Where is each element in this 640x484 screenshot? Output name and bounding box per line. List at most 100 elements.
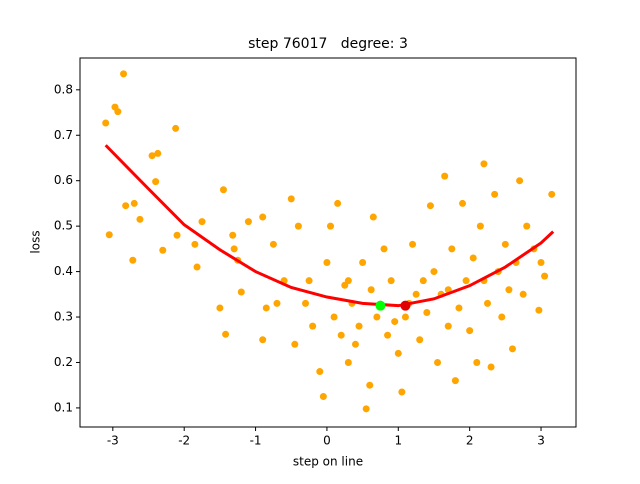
scatter-point <box>334 199 342 207</box>
x-tick-label: 2 <box>466 434 474 448</box>
scatter-point <box>114 108 122 116</box>
scatter-point <box>136 215 144 223</box>
y-tick-label: 0.1 <box>54 400 73 414</box>
scatter-point <box>476 222 484 230</box>
scatter-point <box>498 313 506 321</box>
scatter-point <box>412 290 420 298</box>
scatter-point <box>441 172 449 180</box>
scatter-point <box>337 331 345 339</box>
scatter-point <box>323 258 331 266</box>
scatter-point <box>380 245 388 253</box>
scatter-point <box>384 331 392 339</box>
y-tick-label: 0.6 <box>54 173 73 187</box>
scatter-point <box>455 304 463 312</box>
scatter-point <box>419 277 427 285</box>
scatter-point <box>519 290 527 298</box>
scatter-point <box>262 304 270 312</box>
scatter-point <box>473 358 481 366</box>
x-tick-label: 0 <box>323 434 331 448</box>
scatter-point <box>173 231 181 239</box>
scatter-point <box>369 213 377 221</box>
scatter-point <box>373 313 381 321</box>
scatter-point <box>394 349 402 357</box>
scatter-point <box>537 258 545 266</box>
scatter-point <box>316 368 324 376</box>
scatter-point <box>480 160 488 168</box>
scatter-point <box>359 258 367 266</box>
scatter-point <box>294 222 302 230</box>
highlight-point <box>375 300 386 311</box>
scatter-point <box>287 195 295 203</box>
scatter-point <box>444 322 452 330</box>
x-axis-label: step on line <box>293 455 363 469</box>
y-tick-label: 0.5 <box>54 219 73 233</box>
scatter-point <box>122 202 130 210</box>
scatter-point <box>466 327 474 335</box>
scatter-point <box>152 178 160 186</box>
scatter-point <box>269 240 277 248</box>
x-tick-label: 1 <box>394 434 402 448</box>
scatter-point <box>129 256 137 264</box>
scatter-point <box>516 177 524 185</box>
scatter-point <box>105 231 113 239</box>
scatter-point <box>548 190 556 198</box>
scatter-point <box>237 288 245 296</box>
scatter-point <box>398 388 406 396</box>
scatter-point <box>130 199 138 207</box>
scatter-point <box>484 299 492 307</box>
scatter-point <box>430 268 438 276</box>
y-tick-label: 0.2 <box>54 355 73 369</box>
scatter-point <box>387 277 395 285</box>
y-tick-label: 0.4 <box>54 264 73 278</box>
scatter-point <box>344 358 352 366</box>
scatter-point <box>355 322 363 330</box>
scatter-point <box>366 381 374 389</box>
scatter-point <box>462 277 470 285</box>
scatter-point <box>198 218 206 226</box>
scatter-point <box>222 330 230 338</box>
chart-title: step 76017 degree: 3 <box>248 36 408 52</box>
scatter-point <box>319 393 327 401</box>
scatter-point <box>423 308 431 316</box>
scatter-point <box>326 222 334 230</box>
y-tick-label: 0.3 <box>54 310 73 324</box>
scatter-point <box>535 306 543 314</box>
scatter-point <box>487 363 495 371</box>
y-tick-label: 0.8 <box>54 82 73 96</box>
scatter-point <box>159 246 167 254</box>
scatter-point <box>459 199 467 207</box>
scatter-point <box>259 213 267 221</box>
scatter-point <box>302 299 310 307</box>
scatter-point <box>451 377 459 385</box>
scatter-point <box>362 405 370 413</box>
scatter-point <box>191 240 199 248</box>
scatter-point <box>154 149 162 157</box>
x-tick-label: -2 <box>178 434 190 448</box>
highlight-point <box>400 300 411 311</box>
scatter-point <box>259 336 267 344</box>
x-tick-label: -3 <box>107 434 119 448</box>
scatter-point <box>523 222 531 230</box>
scatter-point <box>230 245 238 253</box>
scatter-point <box>219 186 227 194</box>
scatter-point <box>351 340 359 348</box>
scatter-point <box>448 245 456 253</box>
scatter-point <box>491 190 499 198</box>
scatter-point <box>273 299 281 307</box>
scatter-point <box>401 313 409 321</box>
plot-frame <box>79 57 577 428</box>
scatter-point <box>102 119 110 127</box>
scatter-point <box>367 286 375 294</box>
scatter-point <box>434 358 442 366</box>
scatter-point <box>172 124 180 132</box>
scatter-point <box>391 318 399 326</box>
scatter-point <box>501 240 509 248</box>
scatter-point <box>330 313 338 321</box>
scatter-point <box>409 240 417 248</box>
scatter-point <box>541 272 549 280</box>
scatter-point <box>216 304 224 312</box>
x-tick-label: 3 <box>537 434 545 448</box>
scatter-point <box>344 277 352 285</box>
y-axis-label: loss <box>29 230 43 253</box>
